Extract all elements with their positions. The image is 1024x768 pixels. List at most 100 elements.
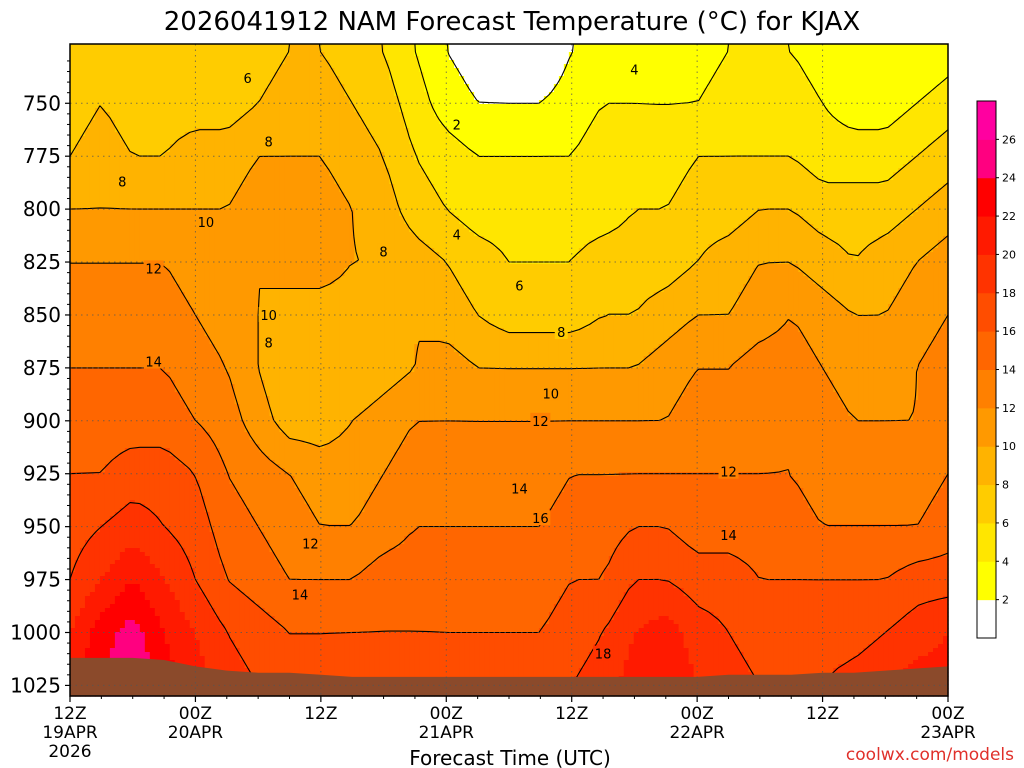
temperature-cell bbox=[718, 136, 725, 141]
temperature-cell bbox=[608, 128, 615, 133]
temperature-cell bbox=[429, 112, 435, 117]
temperature-cell bbox=[758, 112, 765, 117]
temperature-cell bbox=[149, 148, 156, 153]
temperature-cell bbox=[489, 132, 495, 137]
temperature-cell bbox=[429, 52, 435, 57]
temperature-cell bbox=[548, 128, 555, 133]
temperature-cell bbox=[454, 152, 460, 157]
temperature-cell bbox=[359, 132, 365, 137]
temperature-cell bbox=[883, 96, 889, 101]
temperature-cell bbox=[793, 120, 799, 125]
temperature-cell bbox=[164, 84, 171, 89]
temperature-cell bbox=[459, 112, 465, 117]
temperature-cell bbox=[528, 60, 535, 65]
temperature-cell bbox=[698, 128, 705, 133]
temperature-cell bbox=[394, 72, 400, 77]
temperature-cell bbox=[484, 120, 490, 125]
temperature-cell bbox=[304, 120, 311, 125]
temperature-cell bbox=[244, 108, 251, 113]
temperature-cell bbox=[723, 84, 730, 89]
temperature-cell bbox=[533, 140, 540, 145]
temperature-cell bbox=[573, 44, 580, 49]
temperature-cell bbox=[733, 116, 740, 121]
temperature-cell bbox=[748, 60, 755, 65]
temperature-cell bbox=[214, 100, 221, 105]
temperature-cell bbox=[723, 92, 730, 97]
temperature-cell bbox=[464, 76, 470, 81]
temperature-cell bbox=[613, 100, 620, 105]
temperature-cell bbox=[384, 100, 390, 105]
temperature-cell bbox=[404, 56, 410, 61]
temperature-cell bbox=[214, 80, 221, 85]
temperature-cell bbox=[469, 104, 475, 109]
temperature-cell bbox=[678, 100, 685, 105]
temperature-cell bbox=[738, 100, 745, 105]
temperature-cell bbox=[429, 72, 435, 77]
temperature-cell bbox=[538, 48, 545, 53]
temperature-cell bbox=[858, 88, 864, 93]
temperature-cell bbox=[349, 140, 355, 145]
temperature-cell bbox=[523, 80, 530, 85]
temperature-cell bbox=[878, 64, 884, 69]
temperature-cell bbox=[234, 64, 241, 69]
temperature-cell bbox=[808, 48, 814, 53]
temperature-cell bbox=[653, 152, 660, 157]
temperature-cell bbox=[783, 132, 789, 137]
temperature-cell bbox=[603, 44, 610, 49]
temperature-cell bbox=[169, 108, 176, 113]
temperature-cell bbox=[603, 64, 610, 69]
temperature-cell bbox=[573, 48, 580, 53]
temperature-cell bbox=[853, 60, 859, 65]
temperature-cell bbox=[304, 132, 311, 137]
temperature-cell bbox=[583, 140, 590, 145]
temperature-cell bbox=[474, 88, 480, 93]
temperature-cell bbox=[758, 64, 765, 69]
temperature-cell bbox=[414, 136, 420, 141]
temperature-cell bbox=[608, 48, 615, 53]
temperature-cell bbox=[908, 88, 914, 93]
temperature-cell bbox=[738, 48, 745, 53]
temperature-cell bbox=[753, 56, 760, 61]
temperature-cell bbox=[903, 124, 909, 129]
temperature-cell bbox=[464, 80, 470, 85]
temperature-cell bbox=[509, 112, 515, 117]
temperature-cell bbox=[89, 148, 96, 153]
temperature-cell bbox=[219, 120, 226, 125]
temperature-cell bbox=[833, 124, 839, 129]
temperature-cell bbox=[828, 88, 834, 93]
temperature-cell bbox=[753, 68, 760, 73]
temperature-cell bbox=[199, 64, 206, 69]
temperature-cell bbox=[528, 104, 535, 109]
temperature-cell bbox=[913, 112, 919, 117]
temperature-cell bbox=[928, 48, 934, 53]
temperature-cell bbox=[923, 124, 929, 129]
temperature-cell bbox=[479, 84, 485, 89]
temperature-cell bbox=[394, 84, 400, 89]
temperature-cell bbox=[748, 112, 755, 117]
temperature-cell bbox=[174, 80, 181, 85]
temperature-cell bbox=[878, 80, 884, 85]
temperature-cell bbox=[548, 132, 555, 137]
temperature-cell bbox=[159, 100, 166, 105]
temperature-cell bbox=[758, 52, 765, 57]
temperature-cell bbox=[798, 52, 804, 57]
temperature-cell bbox=[469, 44, 475, 49]
temperature-cell bbox=[439, 80, 445, 85]
temperature-cell bbox=[449, 108, 455, 113]
temperature-cell bbox=[743, 52, 750, 57]
temperature-cell bbox=[773, 104, 779, 109]
temperature-cell bbox=[94, 104, 101, 109]
temperature-cell bbox=[469, 112, 475, 117]
temperature-cell bbox=[703, 92, 710, 97]
temperature-cell bbox=[643, 96, 650, 101]
temperature-cell bbox=[643, 120, 650, 125]
temperature-cell bbox=[234, 88, 241, 93]
temperature-cell bbox=[379, 72, 385, 77]
temperature-cell bbox=[409, 104, 415, 109]
temperature-cell bbox=[593, 120, 600, 125]
temperature-cell bbox=[643, 52, 650, 57]
temperature-cell bbox=[903, 100, 909, 105]
temperature-cell bbox=[404, 44, 410, 49]
temperature-cell bbox=[99, 76, 106, 81]
temperature-cell bbox=[873, 148, 879, 153]
